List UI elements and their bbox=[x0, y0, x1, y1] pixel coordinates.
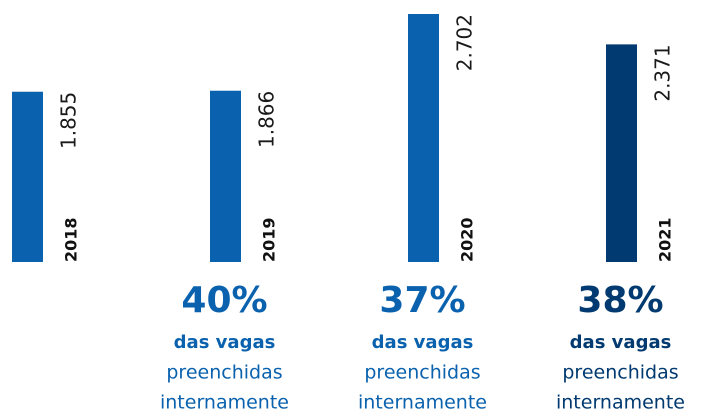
bar bbox=[606, 44, 637, 262]
note-bold: das vagas bbox=[372, 332, 474, 353]
value-label: 2.702 bbox=[453, 14, 477, 71]
note: preenchidas bbox=[562, 362, 678, 384]
value-label: 2.371 bbox=[651, 44, 675, 101]
note-bold: das vagas bbox=[570, 332, 672, 353]
value-label: 1.855 bbox=[57, 92, 81, 149]
percent: 38% bbox=[577, 280, 663, 321]
bar bbox=[12, 91, 43, 262]
note: internamente bbox=[160, 392, 289, 414]
note: preenchidas bbox=[364, 362, 480, 384]
value-label: 1.866 bbox=[255, 91, 279, 148]
note: preenchidas bbox=[166, 362, 282, 384]
year-label: 2018 bbox=[62, 217, 81, 262]
bar bbox=[210, 90, 241, 262]
percent: 40% bbox=[181, 280, 267, 321]
year-label: 2021 bbox=[656, 217, 675, 262]
bar bbox=[408, 14, 439, 262]
percent: 37% bbox=[379, 280, 465, 321]
year-label: 2019 bbox=[260, 217, 279, 262]
year-label: 2020 bbox=[458, 217, 477, 262]
note-bold: das vagas bbox=[174, 332, 276, 353]
note: internamente bbox=[358, 392, 487, 414]
note: internamente bbox=[556, 392, 685, 414]
